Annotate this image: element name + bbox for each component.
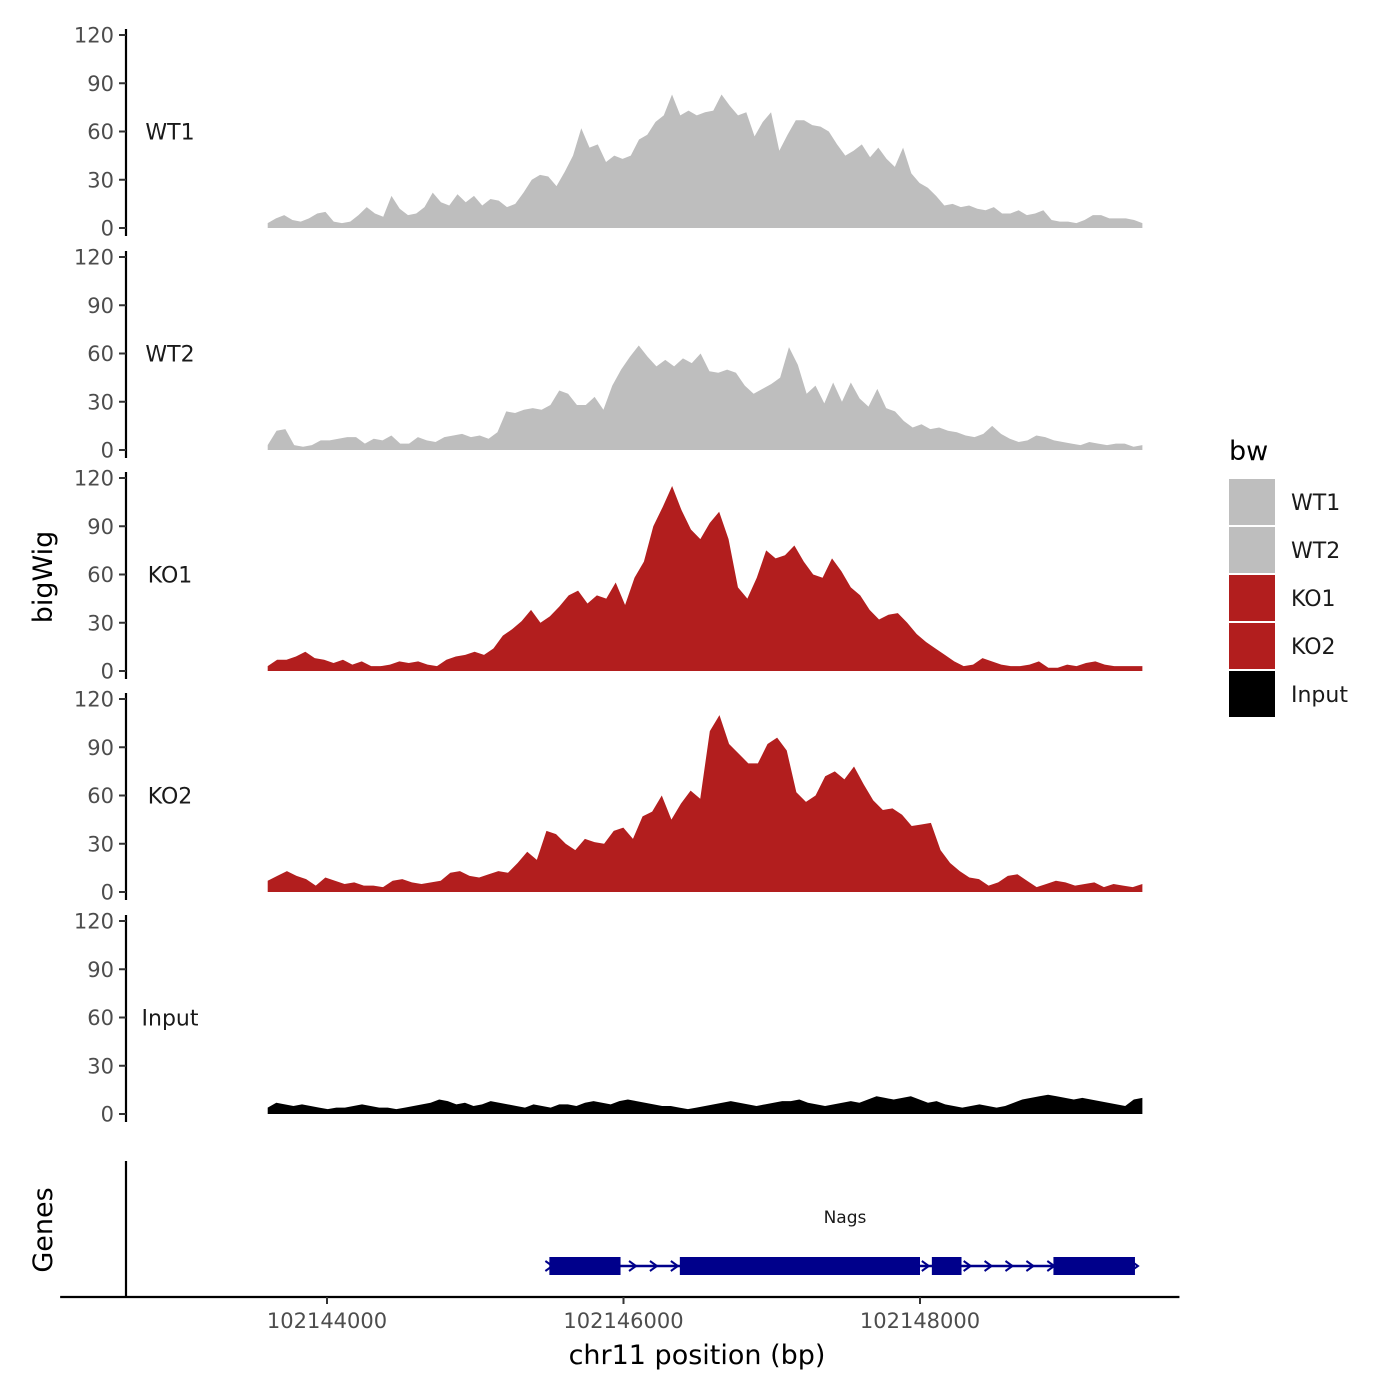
y-tick-label: 0 bbox=[101, 881, 114, 905]
track-panels: 0306090120WT10306090120WT20306090120KO10… bbox=[74, 24, 1143, 1127]
gene-nags: Nags bbox=[544, 1208, 1140, 1275]
x-tick-label: 102148000 bbox=[860, 1309, 980, 1333]
gene-exon bbox=[1053, 1257, 1135, 1275]
y-tick-label: 120 bbox=[74, 246, 114, 270]
track-wt1: 0 30 60 90 120 WT1 bbox=[74, 24, 1143, 241]
track-label-ko1: KO1 bbox=[148, 564, 193, 589]
y-tick-label: 60 bbox=[87, 784, 114, 808]
strand-arrow bbox=[1025, 1260, 1036, 1272]
y-tick-label: 60 bbox=[87, 1006, 114, 1030]
strand-arrow bbox=[983, 1260, 994, 1272]
y-tick-label: 90 bbox=[87, 515, 114, 539]
y-tick-label: 30 bbox=[87, 168, 114, 192]
y-tick-label: 120 bbox=[74, 467, 114, 491]
track-label-ko2: KO2 bbox=[148, 785, 193, 810]
y-tick-label: 90 bbox=[87, 736, 114, 760]
legend-label-ko1: KO1 bbox=[1291, 587, 1336, 612]
genes-track: Nags bbox=[124, 1161, 1140, 1297]
legend-key-wt1 bbox=[1229, 479, 1275, 525]
legend-label-ko2: KO2 bbox=[1291, 635, 1336, 660]
y-tick-label: 0 bbox=[101, 217, 114, 241]
track-wt2: 0 30 60 90 120 WT2 bbox=[74, 246, 1143, 463]
track-ko2: 0 30 60 90 120 KO2 bbox=[74, 688, 1143, 905]
y-tick-label: 0 bbox=[101, 1103, 114, 1127]
strand-arrow bbox=[649, 1260, 659, 1272]
genes-axis-title: Genes bbox=[28, 1187, 59, 1272]
legend-key-ko2 bbox=[1229, 623, 1275, 669]
gene-exon bbox=[549, 1257, 621, 1275]
y-tick-label: 90 bbox=[87, 958, 114, 982]
y-tick-label: 60 bbox=[87, 563, 114, 587]
legend-title: bw bbox=[1229, 436, 1268, 467]
y-tick-label: 120 bbox=[74, 24, 114, 48]
legend-label-wt2: WT2 bbox=[1291, 539, 1340, 564]
gene-exon bbox=[679, 1257, 920, 1275]
strand-arrow bbox=[628, 1260, 638, 1272]
coverage-area-input bbox=[267, 1094, 1143, 1114]
track-ko1: 0 30 60 90 120 KO1 bbox=[74, 467, 1143, 684]
gene-label: Nags bbox=[824, 1208, 867, 1228]
x-tick-label: 102144000 bbox=[267, 1309, 387, 1333]
track-label-input: Input bbox=[142, 1007, 199, 1032]
strand-arrow bbox=[963, 1260, 973, 1272]
y-tick-label: 120 bbox=[74, 910, 114, 934]
y-tick-label: 120 bbox=[74, 688, 114, 712]
coverage-area-ko2 bbox=[267, 715, 1143, 892]
legend-key-wt2 bbox=[1229, 527, 1275, 573]
y-axis-title: bigWig bbox=[28, 531, 59, 624]
coverage-area-wt1 bbox=[267, 94, 1143, 228]
legend-label-input: Input bbox=[1291, 683, 1348, 708]
strand-arrow bbox=[921, 1260, 931, 1272]
y-tick-label: 0 bbox=[101, 660, 114, 684]
legend-key-ko1 bbox=[1229, 575, 1275, 621]
y-tick-label: 30 bbox=[87, 832, 114, 856]
y-tick-label: 60 bbox=[87, 120, 114, 144]
y-tick-label: 0 bbox=[101, 439, 114, 463]
legend-label-wt1: WT1 bbox=[1291, 491, 1340, 516]
track-label-wt2: WT2 bbox=[145, 343, 194, 368]
y-tick-label: 30 bbox=[87, 1054, 114, 1078]
strand-arrow bbox=[670, 1260, 680, 1272]
y-tick-label: 30 bbox=[87, 611, 114, 635]
track-input: 0 30 60 90 120 Input bbox=[74, 910, 1143, 1127]
coverage-area-wt2 bbox=[267, 345, 1143, 450]
x-axis: 102144000 102146000 102148000 bbox=[60, 1295, 1180, 1333]
track-label-wt1: WT1 bbox=[145, 121, 194, 146]
y-tick-label: 90 bbox=[87, 72, 114, 96]
y-tick-label: 30 bbox=[87, 390, 114, 414]
x-axis-title: chr11 position (bp) bbox=[569, 1340, 826, 1371]
x-tick-label: 102146000 bbox=[563, 1309, 683, 1333]
strand-arrow bbox=[1004, 1260, 1015, 1272]
legend-key-input bbox=[1229, 671, 1275, 717]
y-tick-label: 60 bbox=[87, 342, 114, 366]
gene-exon bbox=[931, 1257, 962, 1275]
coverage-area-ko1 bbox=[267, 486, 1143, 671]
legend: bw WT1 WT2 KO1 KO2 Input bbox=[1229, 436, 1348, 717]
y-tick-label: 90 bbox=[87, 294, 114, 318]
